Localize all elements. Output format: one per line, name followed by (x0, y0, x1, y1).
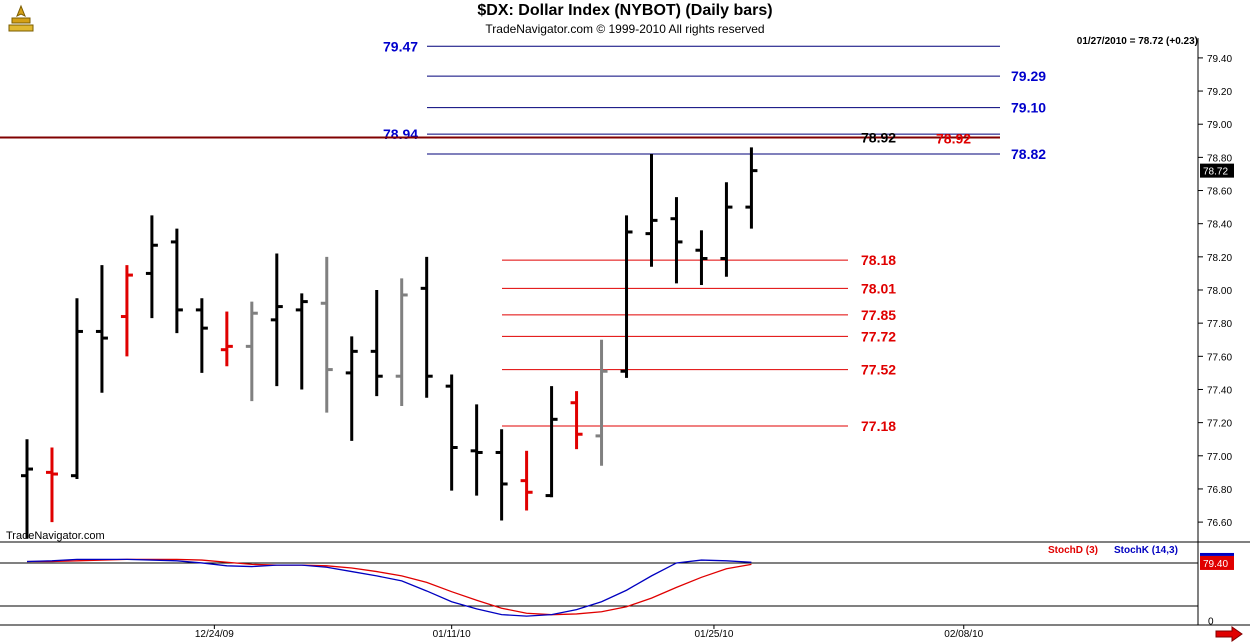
price-tick-label: 79.40 (1207, 54, 1232, 65)
price-tick-label: 77.80 (1207, 319, 1232, 330)
ohlc-bar (120, 265, 133, 357)
ohlc-bar (45, 447, 58, 523)
ohlc-bar (320, 256, 333, 413)
price-tick-label: 76.60 (1207, 518, 1232, 529)
date-axis: 12/24/09 01/11/10 01/25/10 02/08/10 (195, 625, 984, 640)
ohlc-bar (145, 215, 158, 319)
date-tick-label: 01/11/10 (433, 629, 472, 640)
ohlc-bar (195, 298, 208, 373)
price-axis: 76.60 76.80 77.00 77.20 77.40 77.60 77.80 78.00… (1198, 54, 1234, 529)
red-arrow-right-icon[interactable] (1214, 626, 1244, 642)
ohlc-bar (70, 298, 83, 479)
stoch-last-box-k (1200, 552, 1234, 556)
price-tick-label: 78.80 (1207, 153, 1232, 164)
fib-level-label: 78.94 (383, 126, 418, 142)
ohlc-bar (570, 391, 583, 450)
fib-level-label: 79.47 (383, 38, 418, 54)
fib-level-label: 79.29 (1011, 68, 1046, 84)
price-tick-label: 77.00 (1207, 452, 1232, 463)
ohlc-bar (245, 301, 258, 402)
ohlc-bar (595, 339, 608, 466)
retrace-level-label: 77.52 (861, 362, 896, 378)
retrace-level-label: 78.01 (861, 280, 896, 296)
ohlc-bars (21, 147, 758, 539)
date-tick-label: 01/25/10 (694, 629, 733, 640)
date-tick-label: 02/08/10 (944, 629, 983, 640)
retrace-level-label: 78.18 (861, 252, 896, 268)
price-tick-label: 77.40 (1207, 385, 1232, 396)
ohlc-bar (495, 429, 508, 521)
price-tick-label: 76.80 (1207, 485, 1232, 496)
chart-subtitle: TradeNavigator.com © 1999-2010 All right… (485, 22, 765, 36)
price-levels: 79.47 79.29 79.10 78.94 78.82 78.18 78.01 77.85… (0, 38, 1046, 434)
chart-title: $DX: Dollar Index (NYBOT) (Daily bars) (477, 2, 773, 19)
ohlc-bar (370, 290, 383, 397)
price-tick-label: 78.00 (1207, 286, 1232, 297)
ohlc-bar (745, 147, 758, 229)
last-price-label: 78.72 (1203, 167, 1228, 178)
ohlc-bar (620, 215, 633, 378)
stoch-last-box (1200, 555, 1234, 570)
ohlc-bar (170, 228, 183, 334)
stoch-tick-label: 0 (1208, 616, 1214, 627)
long-level-label: 78.92 (936, 130, 971, 146)
long-level-label: 78.92 (861, 129, 896, 145)
chart-frame (0, 38, 1250, 626)
ohlc-bar (520, 450, 533, 511)
stochastic-panel: 079.40 (0, 552, 1234, 627)
ohlc-bar (470, 404, 483, 496)
fib-level-label: 78.82 (1011, 146, 1046, 162)
ohlc-bar (695, 230, 708, 286)
legend-stoch-k: StochK (14,3) (1114, 545, 1178, 556)
retrace-level-label: 77.72 (861, 328, 896, 344)
trade-navigator-logo-icon (8, 4, 34, 32)
last-price-box (1200, 163, 1234, 178)
ohlc-bar (295, 293, 308, 390)
last-price-info: 01/27/2010 = 78.72 (+0.23) (1076, 36, 1198, 47)
ohlc-bar (345, 336, 358, 441)
ohlc-bar (270, 253, 283, 387)
price-tick-label: 79.20 (1207, 87, 1232, 98)
ohlc-bar (395, 278, 408, 407)
stoch-last-label: 79.40 (1203, 559, 1228, 570)
ohlc-bar (645, 154, 658, 267)
stoch-k-line (26, 558, 752, 617)
date-tick-label: 12/24/09 (195, 629, 234, 640)
ohlc-bar (445, 374, 458, 491)
brand-label: TradeNavigator.com (6, 530, 105, 542)
price-tick-label: 79.00 (1207, 120, 1232, 131)
retrace-level-label: 77.85 (861, 307, 896, 323)
price-tick-label: 78.20 (1207, 253, 1232, 264)
ohlc-bar (670, 197, 683, 284)
ohlc-bar (720, 182, 733, 277)
ohlc-bar (95, 265, 108, 393)
ohlc-bar (545, 386, 558, 498)
price-tick-label: 78.60 (1207, 187, 1232, 198)
price-tick-label: 77.60 (1207, 352, 1232, 363)
legend-stoch-d: StochD (3) (1048, 545, 1098, 556)
fib-level-label: 79.10 (1011, 100, 1046, 116)
ohlc-bar (21, 439, 33, 539)
ohlc-bar (420, 256, 433, 398)
ohlc-bar (220, 311, 233, 367)
price-tick-label: 78.40 (1207, 220, 1232, 231)
retrace-level-label: 77.18 (861, 418, 896, 434)
price-tick-label: 77.20 (1207, 419, 1232, 430)
